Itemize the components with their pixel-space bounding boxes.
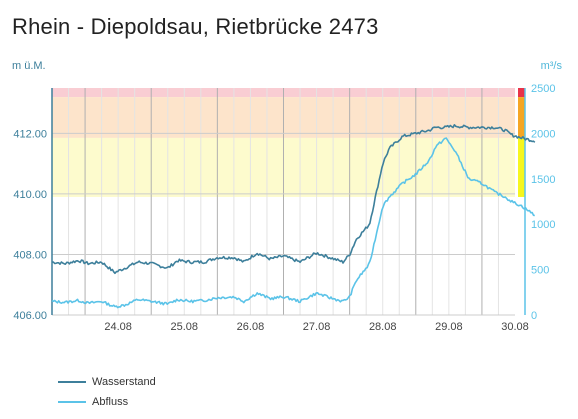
legend-label-abfluss: Abfluss xyxy=(92,396,129,408)
right-tick-label: 2500 xyxy=(531,83,555,95)
legend-swatch-abfluss xyxy=(58,401,86,403)
left-tick-label: 410.00 xyxy=(13,189,47,201)
left-tick-label: 408.00 xyxy=(13,249,47,261)
right-tick-label: 1500 xyxy=(531,174,555,186)
scale-segment-yellow xyxy=(518,137,525,197)
legend-item-abfluss[interactable]: Abfluss xyxy=(58,396,128,408)
legend-label-wasserstand: Wasserstand xyxy=(92,376,156,388)
x-tick-label: 24.08 xyxy=(104,321,132,333)
legend-item-wasserstand[interactable]: Wasserstand xyxy=(58,376,156,388)
left-axis-unit: m ü.M. xyxy=(12,60,46,72)
right-axis-unit: m³/s xyxy=(540,60,562,72)
scale-segment-orange xyxy=(518,97,525,138)
series-line-wasserstand xyxy=(51,124,536,275)
x-tick-label: 25.08 xyxy=(171,321,199,333)
legend-swatch-wasserstand xyxy=(58,381,86,383)
series-line-abfluss xyxy=(51,137,535,309)
x-tick-label: 26.08 xyxy=(237,321,265,333)
right-tick-label: 0 xyxy=(531,310,537,322)
right-tick-label: 2000 xyxy=(531,128,555,140)
x-tick-label: 29.08 xyxy=(435,321,463,333)
x-tick-label: 30.08 xyxy=(501,321,529,333)
left-tick-label: 412.00 xyxy=(13,128,47,140)
page-title: Rhein - Diepoldsau, Rietbrücke 2473 xyxy=(12,14,379,39)
left-tick-label: 406.00 xyxy=(13,310,47,322)
scale-segment-red xyxy=(518,88,525,98)
right-tick-label: 1000 xyxy=(531,219,555,231)
right-tick-label: 500 xyxy=(531,265,549,277)
x-tick-label: 28.08 xyxy=(369,321,397,333)
x-tick-label: 27.08 xyxy=(303,321,331,333)
